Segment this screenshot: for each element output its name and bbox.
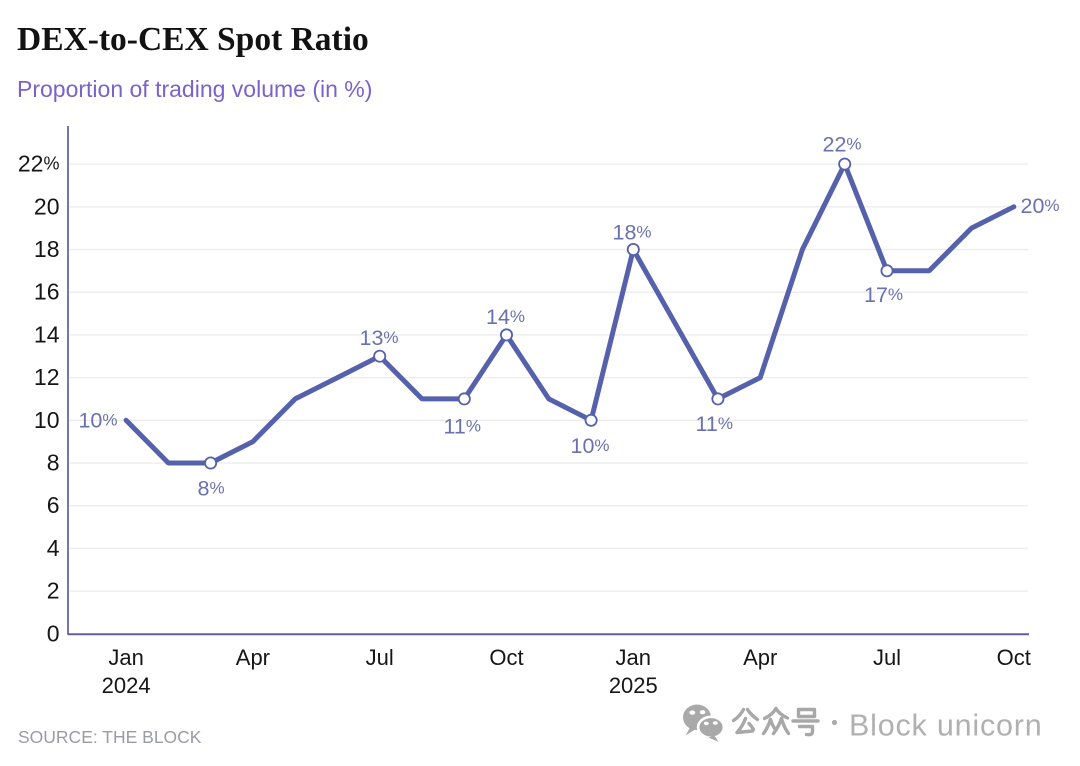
svg-text:Jul: Jul xyxy=(366,645,394,670)
svg-text:8%: 8% xyxy=(198,477,225,501)
svg-text:Block unicorn: Block unicorn xyxy=(849,709,1043,743)
svg-text:22%: 22% xyxy=(18,151,60,177)
svg-text:18%: 18% xyxy=(613,221,652,245)
svg-text:14%: 14% xyxy=(486,305,525,329)
svg-text:Jan: Jan xyxy=(108,645,143,670)
svg-text:Apr: Apr xyxy=(236,645,270,670)
svg-text:Jul: Jul xyxy=(873,645,901,670)
svg-text:14: 14 xyxy=(34,321,60,347)
svg-text:Oct: Oct xyxy=(997,645,1031,670)
svg-text:11%: 11% xyxy=(444,415,481,439)
svg-text:Apr: Apr xyxy=(743,645,777,670)
svg-text:Oct: Oct xyxy=(489,645,523,670)
svg-text:2024: 2024 xyxy=(102,673,151,698)
svg-text:0: 0 xyxy=(47,620,60,646)
svg-text:20%: 20% xyxy=(1021,194,1060,218)
svg-text:2025: 2025 xyxy=(609,673,658,698)
svg-text:22%: 22% xyxy=(823,133,862,157)
svg-text:12: 12 xyxy=(34,364,60,390)
svg-text:4: 4 xyxy=(47,535,60,561)
svg-text:11%: 11% xyxy=(696,412,733,436)
svg-text:2: 2 xyxy=(47,578,60,604)
svg-text:13%: 13% xyxy=(360,326,399,350)
svg-text:18: 18 xyxy=(34,236,60,262)
svg-text:Jan: Jan xyxy=(616,645,651,670)
svg-text:16: 16 xyxy=(34,279,60,305)
svg-text:17%: 17% xyxy=(864,283,903,307)
svg-text:6: 6 xyxy=(47,492,60,518)
svg-text:20: 20 xyxy=(34,193,60,219)
svg-text:10%: 10% xyxy=(78,408,117,432)
svg-text:10: 10 xyxy=(34,407,60,433)
svg-text:8: 8 xyxy=(47,450,60,476)
svg-text:SOURCE: THE BLOCK: SOURCE: THE BLOCK xyxy=(18,727,202,747)
svg-text:10%: 10% xyxy=(571,434,610,458)
